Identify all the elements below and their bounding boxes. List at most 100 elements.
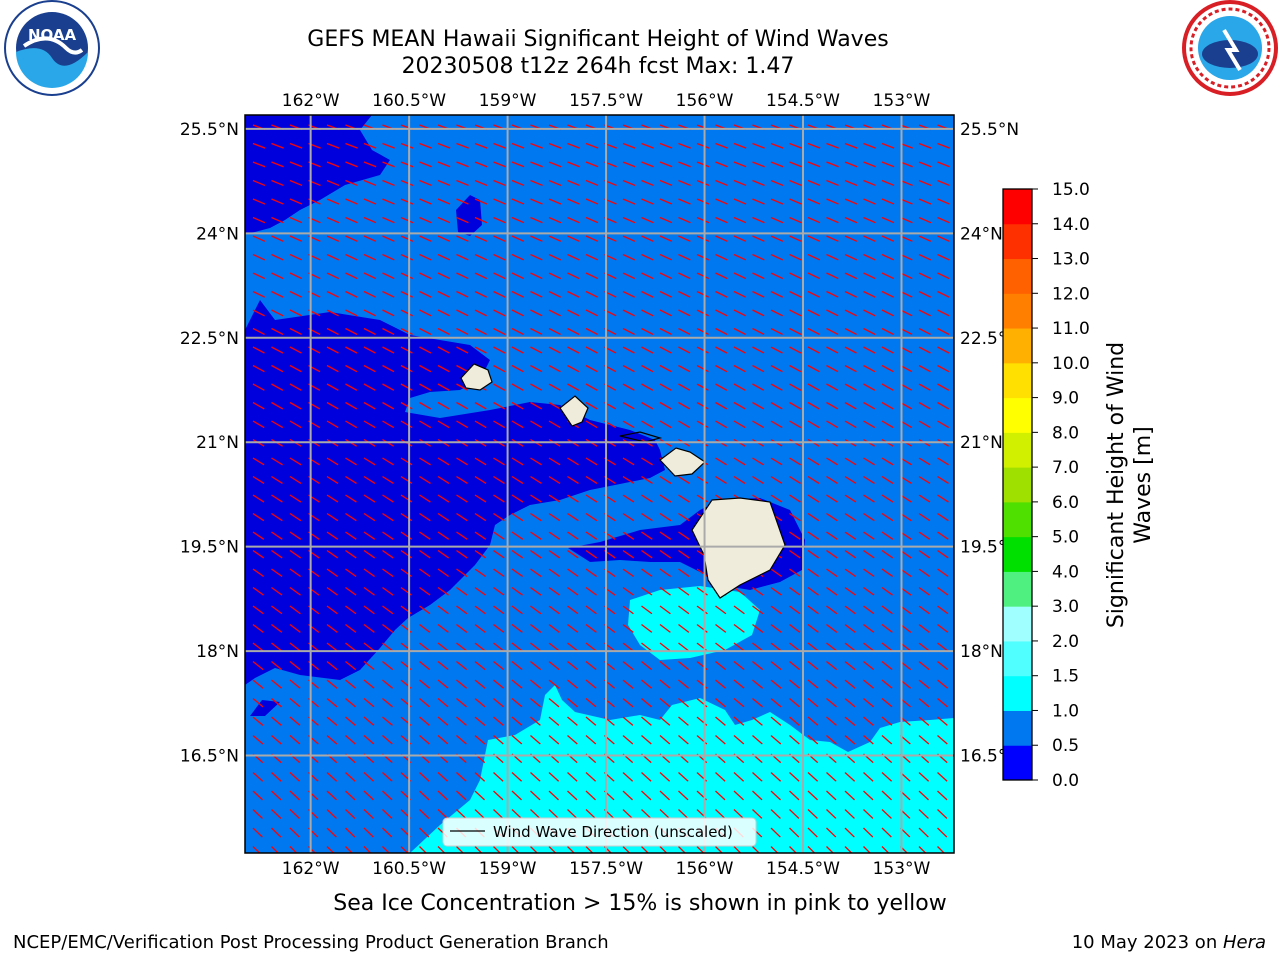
wind-arrow [419, 605, 431, 615]
wind-arrow [567, 642, 579, 652]
wind-arrow [345, 623, 357, 633]
wind-arrow [863, 290, 876, 298]
wind-arrow [937, 846, 945, 853]
wind-arrow [918, 568, 930, 578]
wind-arrow [493, 586, 505, 596]
wind-arrow [715, 698, 726, 708]
wind-arrow [937, 790, 948, 801]
noaa-logo-text: NOAA [28, 26, 77, 44]
wind-arrow [585, 568, 597, 578]
wind-arrow [548, 660, 560, 671]
wind-arrow [585, 605, 597, 615]
wind-arrow [363, 549, 376, 559]
wind-arrow [363, 735, 375, 745]
footer-date: 10 May 2023 on Hera [1072, 932, 1266, 953]
wind-arrow [437, 198, 451, 205]
longitude-tick-label: 156°W [676, 91, 734, 111]
wind-arrow [271, 790, 282, 801]
wind-arrow [826, 383, 839, 391]
colorbar-tick-label: 14.0 [1052, 215, 1090, 235]
wind-arrow [918, 420, 931, 429]
wind-arrow [659, 494, 672, 503]
wind-arrow [474, 531, 487, 540]
wind-arrow [844, 494, 857, 503]
wind-arrow [474, 346, 487, 354]
wind-arrow [363, 605, 375, 615]
wind-arrow [807, 364, 820, 373]
wind-arrow [456, 568, 468, 578]
wind-arrow [696, 568, 708, 578]
wind-arrow [456, 161, 469, 168]
wind-arrow [863, 531, 875, 540]
wind-arrow [770, 364, 783, 373]
footer-branch: NCEP/EMC/Verification Post Processing Pr… [13, 932, 609, 953]
wind-arrow [678, 327, 691, 336]
wind-arrow [696, 401, 709, 410]
wind-arrow [752, 679, 763, 689]
wind-arrow [770, 420, 783, 429]
wind-arrow [826, 790, 837, 801]
map-frame [244, 114, 955, 854]
wind-arrow [641, 179, 654, 187]
colorbar-tick-label: 3.0 [1052, 597, 1079, 617]
wind-arrow [456, 660, 468, 671]
wind-arrow [844, 549, 857, 559]
wind-arrow [530, 698, 541, 708]
wind-arrow [641, 494, 653, 503]
wind-arrow [456, 235, 469, 242]
wind-arrow [437, 142, 451, 149]
wind-arrow [937, 679, 948, 689]
wind-arrow [863, 253, 876, 261]
wind-arrow [548, 642, 560, 652]
wind-arrow [641, 420, 654, 429]
wind-arrow [548, 475, 561, 484]
wind-arrow [363, 531, 376, 540]
wind-arrow [419, 568, 431, 578]
wind-arrow [585, 235, 599, 242]
wind-arrow [326, 198, 340, 205]
wind-arrow [419, 846, 427, 853]
wind-arrow [659, 253, 673, 261]
wind-arrow [844, 475, 857, 484]
wind-arrow [400, 179, 414, 187]
wind-arrow [252, 827, 263, 838]
colorbar-swatch [1003, 362, 1032, 399]
wind-arrow [678, 735, 689, 745]
wind-arrow [622, 346, 635, 354]
wind-arrow [770, 809, 781, 819]
wind-arrow [918, 623, 930, 633]
wind-arrow [271, 179, 284, 187]
wind-arrow [567, 846, 575, 853]
wind-arrow [918, 457, 931, 466]
wind-arrow [474, 272, 488, 280]
wind-arrow [419, 383, 432, 391]
wind-arrow [530, 586, 542, 596]
wind-arrow [437, 531, 450, 540]
wind-arrow [271, 531, 283, 540]
wind-arrow [641, 142, 654, 149]
wind-arrow [622, 494, 635, 503]
wind-arrow [437, 568, 449, 578]
wind-arrow [715, 290, 728, 298]
wind-arrow [918, 235, 932, 242]
wind-arrow [474, 623, 486, 633]
wind-arrow [382, 235, 395, 242]
wind-arrow [937, 475, 949, 484]
wind-arrow [252, 605, 264, 615]
wind-arrow [252, 383, 265, 391]
wind-arrow [622, 512, 635, 522]
wind-arrow [363, 401, 376, 410]
wind-arrow [918, 327, 931, 336]
wind-arrow [252, 364, 265, 373]
wind-arrow [659, 420, 672, 429]
wind-arrow [363, 512, 376, 522]
wind-arrow [289, 660, 301, 671]
wind-arrow [641, 679, 652, 689]
wind-arrow [807, 772, 819, 782]
wind-arrow [271, 235, 284, 242]
wind-arrow [530, 809, 541, 819]
colorbar-label-line1: Significant Height of Wind [1104, 342, 1129, 628]
wind-arrow [326, 457, 339, 466]
latitude-tick-label: 18°N [196, 642, 239, 662]
wind-arrow [733, 383, 746, 391]
